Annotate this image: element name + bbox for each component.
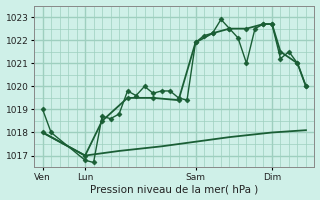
X-axis label: Pression niveau de la mer( hPa ): Pression niveau de la mer( hPa )	[90, 184, 259, 194]
